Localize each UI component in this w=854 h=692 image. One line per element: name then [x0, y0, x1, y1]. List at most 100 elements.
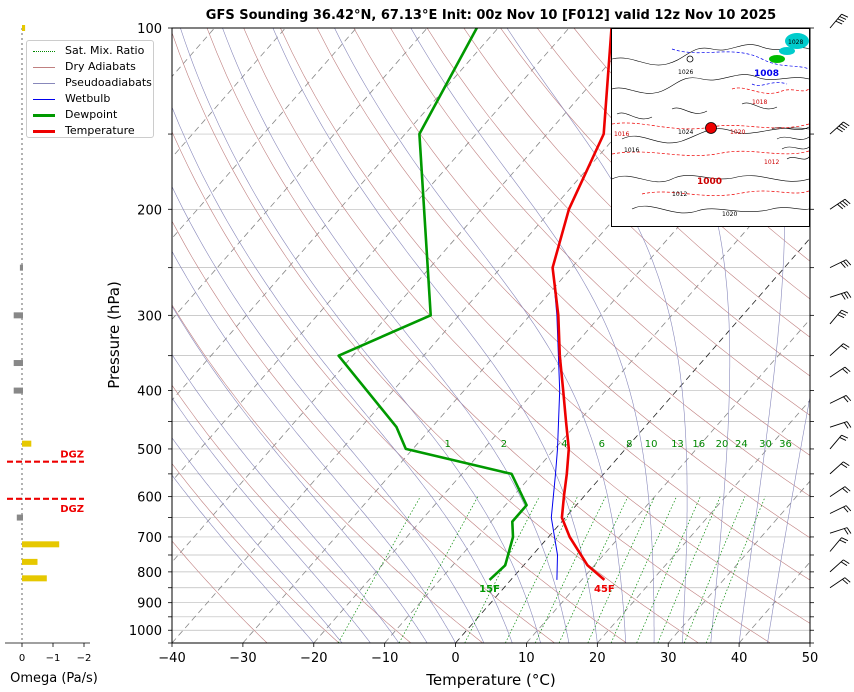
omega-panel: 0 −1 −2 Omega (Pa/s) DGZ DGZ	[5, 25, 98, 686]
moist-adiabat-line	[410, 28, 655, 643]
legend-swatch	[33, 51, 55, 52]
moist-adiabat-line	[172, 106, 513, 643]
legend-item-mixing-ratio: Sat. Mix. Ratio	[31, 44, 153, 58]
moist-adiabat-line	[738, 28, 786, 643]
mixing-ratio-lines	[337, 496, 766, 643]
legend-label: Temperature	[65, 124, 135, 137]
y-tick-label: 100	[137, 22, 162, 37]
wind-barb-icon	[829, 259, 852, 269]
y-tick-label: 700	[137, 531, 162, 546]
mixing-ratio-line	[610, 496, 677, 643]
y-axis-ticks: 100 200 300 400 500 600 700 800 900 1000	[129, 22, 814, 644]
surface-label: 15F	[479, 584, 500, 595]
dry-adiabat-line	[172, 31, 699, 643]
temperature-line	[551, 28, 613, 581]
omega-bar	[22, 558, 38, 565]
moist-adiabat-line	[626, 28, 731, 643]
dry-adiabat-line	[206, 28, 771, 643]
moist-adiabat-line	[334, 28, 626, 643]
x-tick-label: −10	[371, 651, 398, 666]
omega-axis-label: Omega (Pa/s)	[10, 671, 98, 686]
surface-label: 45F	[594, 584, 615, 595]
x-axis-ticks: −40 −30 −20 −10 0 10 20 30 40 50	[158, 643, 818, 666]
map-label: 1012	[764, 159, 780, 166]
mixing-ratio-label: 2	[501, 439, 507, 450]
wind-barb-icon	[829, 309, 849, 325]
mixing-ratio-line	[337, 496, 421, 643]
x-tick-label: 40	[731, 651, 748, 666]
mixing-ratio-line	[534, 496, 606, 643]
x-axis-label: Temperature (°C)	[425, 671, 555, 689]
y-tick-label: 600	[137, 491, 162, 506]
map-label: 1024	[678, 129, 694, 136]
legend-item-pseudoadiabats: Pseudoadiabats	[31, 76, 153, 90]
legend-label: Pseudoadiabats	[65, 76, 152, 89]
y-tick-label: 200	[137, 203, 162, 218]
dry-adiabat-line	[390, 28, 810, 456]
wind-barb-icon	[829, 434, 849, 450]
mixing-ratio-label: 30	[759, 439, 772, 450]
legend-item-wetbulb: Wetbulb	[31, 92, 153, 106]
map-label: 1020	[730, 129, 746, 136]
moist-adiabat-line	[272, 28, 598, 643]
y-tick-label: 400	[137, 385, 162, 400]
omega-bar	[22, 575, 47, 582]
wind-barb-icon	[829, 559, 850, 573]
dgz-label: DGZ	[60, 450, 84, 461]
dry-adiabat-line	[172, 540, 268, 643]
wind-barb-icon	[829, 121, 850, 135]
sounding-series	[337, 28, 613, 581]
moist-adiabat-line	[172, 250, 456, 643]
wind-barb-icon	[829, 537, 849, 552]
map-label: 1008	[754, 69, 780, 79]
dry-adiabat-line	[316, 28, 810, 539]
wind-barb-icon	[829, 461, 850, 475]
y-tick-label: 300	[137, 309, 162, 324]
omega-bar	[13, 312, 23, 319]
map-label: 1028	[788, 39, 804, 46]
wind-barb-icon	[829, 291, 852, 300]
location-marker-icon	[705, 122, 717, 134]
mixing-ratio-line	[636, 496, 701, 643]
map-label: 1018	[752, 99, 768, 106]
omega-tick-label: −1	[46, 653, 61, 664]
legend-swatch	[33, 67, 55, 68]
dry-adiabat-line	[500, 28, 810, 338]
inset-map-drawing	[612, 33, 809, 214]
x-tick-label: 20	[589, 651, 606, 666]
dry-adiabat-lines	[172, 28, 810, 643]
map-label: 1026	[678, 69, 694, 76]
omega-ticks: 0 −1 −2	[19, 643, 91, 664]
background-grid	[172, 28, 810, 643]
x-tick-label: 10	[518, 651, 535, 666]
x-tick-label: −20	[300, 651, 327, 666]
omega-tick-label: 0	[19, 653, 25, 664]
mixing-ratio-label: 20	[716, 439, 729, 450]
legend-swatch	[33, 130, 55, 133]
legend: Sat. Mix. Ratio Dry Adiabats Pseudoadiab…	[26, 40, 154, 138]
moist-adiabat-line	[172, 397, 371, 643]
dgz-markers: DGZ DGZ	[7, 450, 84, 515]
moist-adiabat-line	[222, 28, 570, 643]
omega-bar	[19, 264, 23, 271]
moist-adiabat-line	[506, 28, 688, 643]
omega-bar	[22, 440, 32, 447]
moist-adiabat-line	[172, 305, 428, 643]
mixing-ratio-label: 10	[645, 439, 658, 450]
legend-label: Dry Adiabats	[65, 60, 136, 73]
moist-adiabat-line	[172, 437, 343, 643]
moist-adiabat-line	[172, 474, 315, 643]
mixing-ratio-line	[398, 496, 479, 643]
mixing-ratio-line	[657, 496, 721, 643]
legend-swatch	[33, 99, 55, 100]
wind-barb-icon	[829, 198, 851, 210]
mixing-ratio-line	[587, 496, 656, 643]
legend-label: Wetbulb	[65, 92, 111, 105]
mixing-ratio-labels: 1 2 4 6 8 10 13 16 20 24 30 36	[444, 439, 791, 450]
mixing-ratio-line	[464, 496, 540, 643]
omega-bar	[22, 541, 60, 548]
wind-barb-icon	[829, 527, 852, 535]
legend-swatch	[33, 114, 55, 117]
map-label: 1020	[722, 211, 738, 218]
dry-adiabat-line	[243, 28, 810, 624]
